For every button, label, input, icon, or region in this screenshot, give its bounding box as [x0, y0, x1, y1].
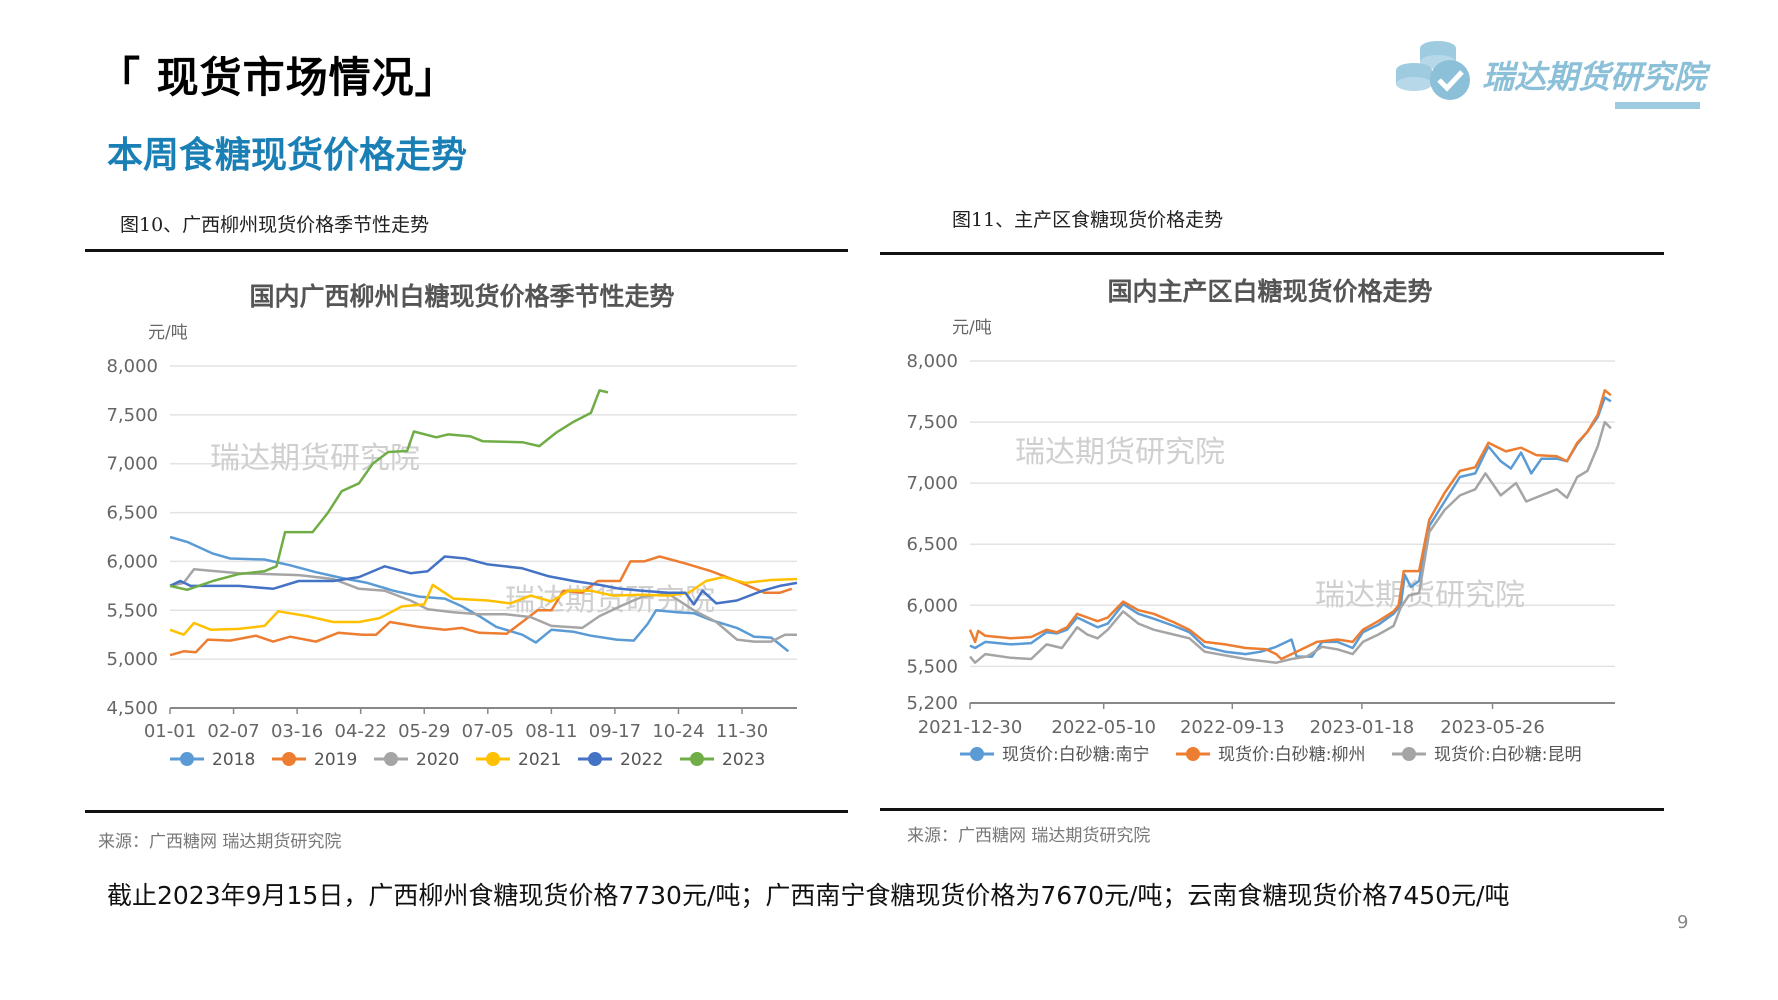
series-line-2023: [169, 389, 609, 592]
y-tick-label: 8,000: [106, 356, 158, 377]
section-subtitle: 本周食糖现货价格走势: [107, 135, 468, 176]
y-tick-label: 6,000: [106, 551, 158, 572]
legend-swatch-marker: [384, 752, 398, 766]
x-tick-label: 02-07: [207, 721, 259, 742]
figure-10-bottom-rule: [85, 810, 848, 813]
chart-title: 国内广西柳州白糖现货价格季节性走势: [249, 282, 674, 311]
legend-swatch-marker: [282, 752, 296, 766]
x-tick-label: 07-05: [462, 721, 514, 742]
legend-label: 2023: [722, 750, 765, 770]
y-tick-label: 6,500: [906, 534, 958, 555]
figure-11-top-rule: [880, 252, 1664, 255]
legend-label: 现货价:白砂糖:柳州: [1218, 745, 1365, 765]
y-tick-label: 5,200: [906, 693, 958, 714]
legend-label: 2020: [416, 750, 459, 770]
legend-label: 2019: [314, 750, 357, 770]
legend-swatch-marker: [588, 752, 602, 766]
x-tick-label: 2023-05-26: [1440, 717, 1545, 738]
x-tick-label: 2022-05-10: [1051, 717, 1156, 738]
figure-10-caption: 图10、广西柳州现货价格季节性走势: [120, 214, 430, 236]
series-line-现货价:白砂糖:柳州: [968, 389, 1612, 661]
series-line-2018: [169, 535, 790, 653]
y-tick-label: 8,000: [906, 351, 958, 372]
y-axis-unit: 元/吨: [952, 318, 992, 338]
summary-text: 截止2023年9月15日，广西柳州食糖现货价格7730元/吨；广西南宁食糖现货价…: [107, 881, 1510, 910]
legend-swatch-marker: [970, 747, 984, 761]
x-tick-label: 01-01: [144, 721, 196, 742]
y-axis-unit: 元/吨: [148, 323, 188, 343]
y-tick-label: 7,500: [906, 412, 958, 433]
y-tick-label: 5,000: [106, 649, 158, 670]
legend-label: 2018: [212, 750, 255, 770]
series-line-2020: [169, 567, 797, 643]
x-tick-label: 11-30: [716, 721, 768, 742]
y-tick-label: 7,500: [106, 405, 158, 426]
y-tick-label: 7,000: [106, 454, 158, 475]
legend-label: 2022: [620, 750, 663, 770]
legend-swatch-marker: [1402, 747, 1416, 761]
series-line-2022: [169, 555, 798, 606]
y-tick-label: 5,500: [106, 600, 158, 621]
legend-swatch-marker: [486, 752, 500, 766]
x-tick-label: 03-16: [271, 721, 323, 742]
x-tick-label: 05-29: [398, 721, 450, 742]
legend-swatch-marker: [690, 752, 704, 766]
logo-underline: [1615, 102, 1700, 109]
y-tick-label: 7,000: [906, 473, 958, 494]
logo-text: 瑞达期货研究院: [1482, 58, 1707, 96]
coins-icon: [1396, 41, 1470, 100]
x-tick-label: 2023-01-18: [1310, 717, 1415, 738]
series-line-2019: [169, 555, 793, 657]
legend-label: 现货价:白砂糖:昆明: [1434, 745, 1581, 765]
chart-title: 国内主产区白糖现货价格走势: [1107, 277, 1432, 306]
series-line-现货价:白砂糖:南宁: [969, 396, 1612, 658]
x-tick-label: 2021-12-30: [918, 717, 1023, 738]
y-tick-label: 4,500: [106, 698, 158, 719]
x-tick-label: 09-17: [589, 721, 641, 742]
figure-10-source: 来源：广西糖网 瑞达期货研究院: [98, 832, 342, 852]
chart-watermark: 瑞达期货研究院: [1015, 435, 1225, 470]
y-tick-label: 6,500: [106, 503, 158, 524]
legend-swatch-marker: [180, 752, 194, 766]
figure-11-caption: 图11、主产区食糖现货价格走势: [952, 209, 1224, 231]
page-title: 「 现货市场情况」: [98, 53, 458, 102]
legend-label: 现货价:白砂糖:南宁: [1002, 745, 1149, 765]
figure-11-bottom-rule: [880, 808, 1664, 811]
x-tick-label: 2022-09-13: [1180, 717, 1285, 738]
figure-10-top-rule: [85, 249, 848, 252]
series-line-2021: [169, 575, 798, 636]
series-line-现货价:白砂糖:昆明: [969, 420, 1612, 664]
figure-11-source: 来源：广西糖网 瑞达期货研究院: [907, 826, 1151, 846]
chart-watermark: 瑞达期货研究院: [210, 441, 420, 476]
company-logo: 瑞达期货研究院: [1390, 36, 1706, 114]
y-tick-label: 5,500: [906, 656, 958, 677]
legend-label: 2021: [518, 750, 561, 770]
page-number: 9: [1677, 912, 1689, 933]
x-tick-label: 10-24: [652, 721, 704, 742]
x-tick-label: 08-11: [525, 721, 577, 742]
y-tick-label: 6,000: [906, 595, 958, 616]
x-tick-label: 04-22: [335, 721, 387, 742]
legend-swatch-marker: [1186, 747, 1200, 761]
